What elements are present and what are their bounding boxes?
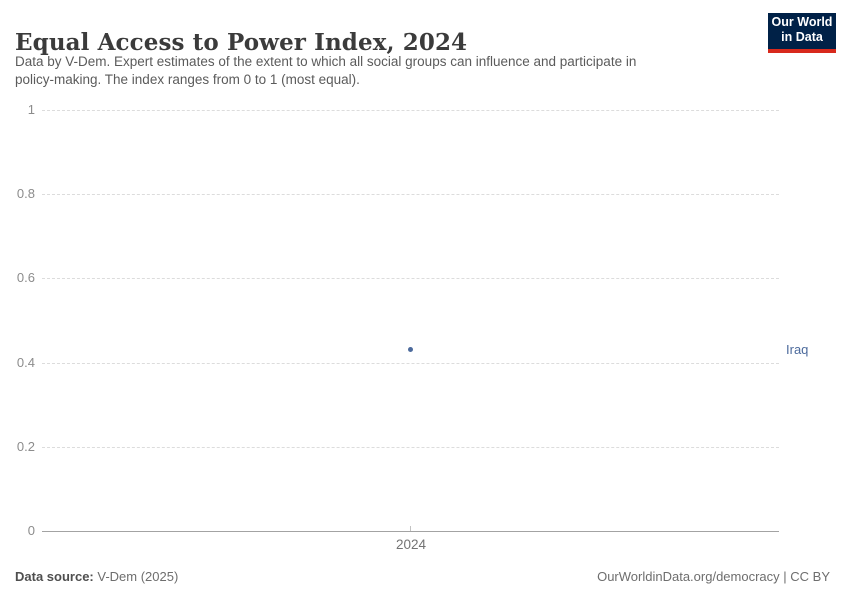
- gridline-0.8: [42, 194, 779, 195]
- gridline-0.2: [42, 447, 779, 448]
- chart-subtitle-line2: policy-making. The index ranges from 0 t…: [15, 72, 360, 87]
- x-tick-mark-2024: [410, 526, 411, 531]
- footer-owid-link[interactable]: OurWorldinData.org/democracy: [597, 569, 780, 584]
- owid-logo[interactable]: Our World in Data: [768, 13, 836, 53]
- gridline-1: [42, 110, 779, 111]
- data-point-iraq-2024[interactable]: [408, 347, 413, 352]
- y-tick-label-1: 1: [27, 102, 35, 117]
- gridline-0.6: [42, 278, 779, 279]
- x-axis-line: [42, 531, 779, 532]
- owid-logo-line1: Our World: [771, 15, 833, 29]
- owid-logo-line2: in Data: [781, 30, 823, 44]
- footer-ccby-link[interactable]: CC BY: [790, 569, 830, 584]
- footer-source-label: Data source:: [15, 569, 94, 584]
- footer-separator: |: [779, 569, 791, 584]
- chart-subtitle-line1: Data by V-Dem. Expert estimates of the e…: [15, 54, 637, 69]
- footer-license: OurWorldinData.org/democracy | CC BY: [597, 569, 830, 584]
- chart-subtitle: Data by V-Dem. Expert estimates of the e…: [15, 53, 636, 89]
- y-tick-label-0: 0: [27, 523, 35, 538]
- footer-source: Data source: V-Dem (2025): [15, 569, 178, 584]
- entity-label-iraq[interactable]: Iraq: [786, 342, 809, 357]
- gridline-0.4: [42, 363, 779, 364]
- footer-source-value: V-Dem (2025): [97, 569, 179, 584]
- y-tick-label-0.4: 0.4: [16, 355, 35, 370]
- y-tick-label-0.8: 0.8: [16, 186, 35, 201]
- y-tick-label-0.6: 0.6: [16, 270, 35, 285]
- page-title: Equal Access to Power Index, 2024: [15, 29, 468, 57]
- x-tick-label-2024: 2024: [395, 537, 427, 552]
- y-tick-label-0.2: 0.2: [16, 439, 35, 454]
